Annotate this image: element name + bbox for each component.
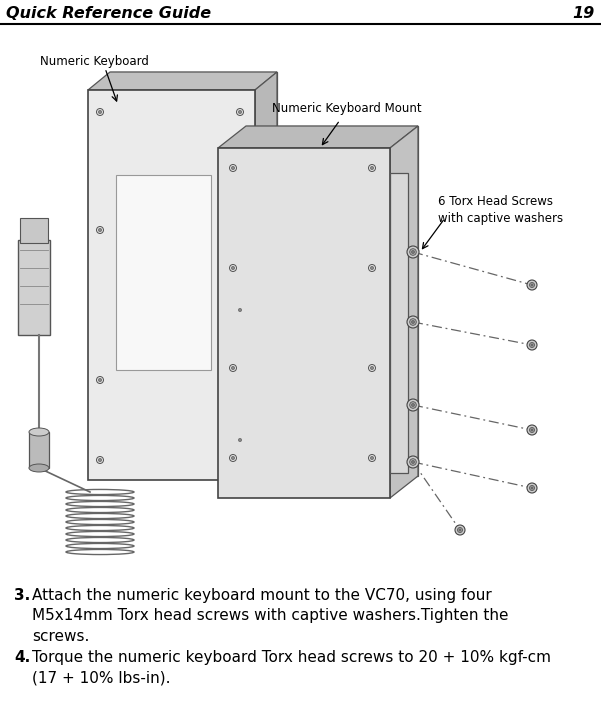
Circle shape [97, 457, 103, 463]
Text: Attach the numeric keyboard mount to the VC70, using four
M5x14mm Torx head scre: Attach the numeric keyboard mount to the… [32, 588, 508, 644]
Text: Quick Reference Guide: Quick Reference Guide [6, 6, 211, 21]
Circle shape [239, 308, 242, 311]
Circle shape [527, 483, 537, 493]
Bar [116, 175, 211, 370]
Text: 6 Torx Head Screws
with captive washers: 6 Torx Head Screws with captive washers [438, 195, 563, 225]
Circle shape [531, 429, 533, 431]
Text: Numeric Keyboard: Numeric Keyboard [40, 55, 149, 68]
Circle shape [239, 111, 242, 114]
Circle shape [239, 439, 242, 442]
Circle shape [412, 251, 415, 253]
Circle shape [99, 229, 102, 232]
Polygon shape [88, 72, 277, 90]
Circle shape [230, 455, 237, 461]
Circle shape [531, 487, 533, 489]
Circle shape [231, 167, 234, 169]
Bar [18, 240, 50, 335]
Circle shape [529, 342, 534, 348]
Circle shape [368, 164, 376, 172]
Text: Torque the numeric keyboard Torx head screws to 20 + 10% kgf-cm
(17 + 10% lbs-in: Torque the numeric keyboard Torx head sc… [32, 650, 551, 686]
Polygon shape [110, 72, 277, 462]
Polygon shape [246, 126, 418, 476]
Circle shape [237, 306, 243, 313]
Circle shape [531, 284, 533, 286]
Circle shape [412, 460, 415, 463]
Circle shape [237, 109, 243, 116]
Circle shape [97, 376, 103, 384]
Circle shape [529, 282, 534, 287]
Text: 4.: 4. [14, 650, 30, 665]
Circle shape [370, 266, 374, 269]
Text: 3.: 3. [14, 588, 30, 603]
Circle shape [455, 525, 465, 535]
Circle shape [527, 340, 537, 350]
Polygon shape [390, 126, 418, 498]
Circle shape [529, 486, 534, 490]
Circle shape [230, 364, 237, 371]
Circle shape [368, 264, 376, 272]
Circle shape [407, 399, 419, 411]
Circle shape [457, 528, 463, 532]
Circle shape [97, 227, 103, 234]
Circle shape [410, 319, 416, 325]
Polygon shape [88, 90, 255, 480]
Circle shape [412, 321, 415, 324]
Circle shape [370, 366, 374, 369]
Circle shape [527, 425, 537, 435]
Circle shape [368, 455, 376, 461]
Circle shape [407, 316, 419, 328]
Circle shape [407, 456, 419, 468]
Circle shape [407, 246, 419, 258]
Circle shape [412, 403, 415, 406]
Text: Numeric Keyboard Mount: Numeric Keyboard Mount [272, 102, 422, 115]
Bar [390, 173, 408, 473]
Circle shape [231, 266, 234, 269]
Polygon shape [255, 72, 277, 480]
Polygon shape [218, 126, 418, 148]
Circle shape [237, 437, 243, 444]
Circle shape [230, 264, 237, 272]
Circle shape [97, 109, 103, 116]
Circle shape [410, 249, 416, 256]
Circle shape [231, 366, 234, 369]
Ellipse shape [29, 464, 49, 472]
Circle shape [99, 111, 102, 114]
Ellipse shape [29, 428, 49, 436]
Circle shape [370, 167, 374, 169]
Polygon shape [218, 148, 390, 498]
Circle shape [368, 364, 376, 371]
Circle shape [410, 459, 416, 466]
Circle shape [531, 344, 533, 346]
Circle shape [230, 164, 237, 172]
Circle shape [99, 458, 102, 462]
Circle shape [231, 456, 234, 460]
Circle shape [99, 379, 102, 382]
Circle shape [459, 529, 461, 531]
Circle shape [410, 402, 416, 408]
Circle shape [370, 456, 374, 460]
Bar [20, 218, 48, 243]
Circle shape [529, 427, 534, 432]
Bar [29, 432, 49, 468]
Text: 19: 19 [573, 6, 595, 21]
Circle shape [527, 280, 537, 290]
